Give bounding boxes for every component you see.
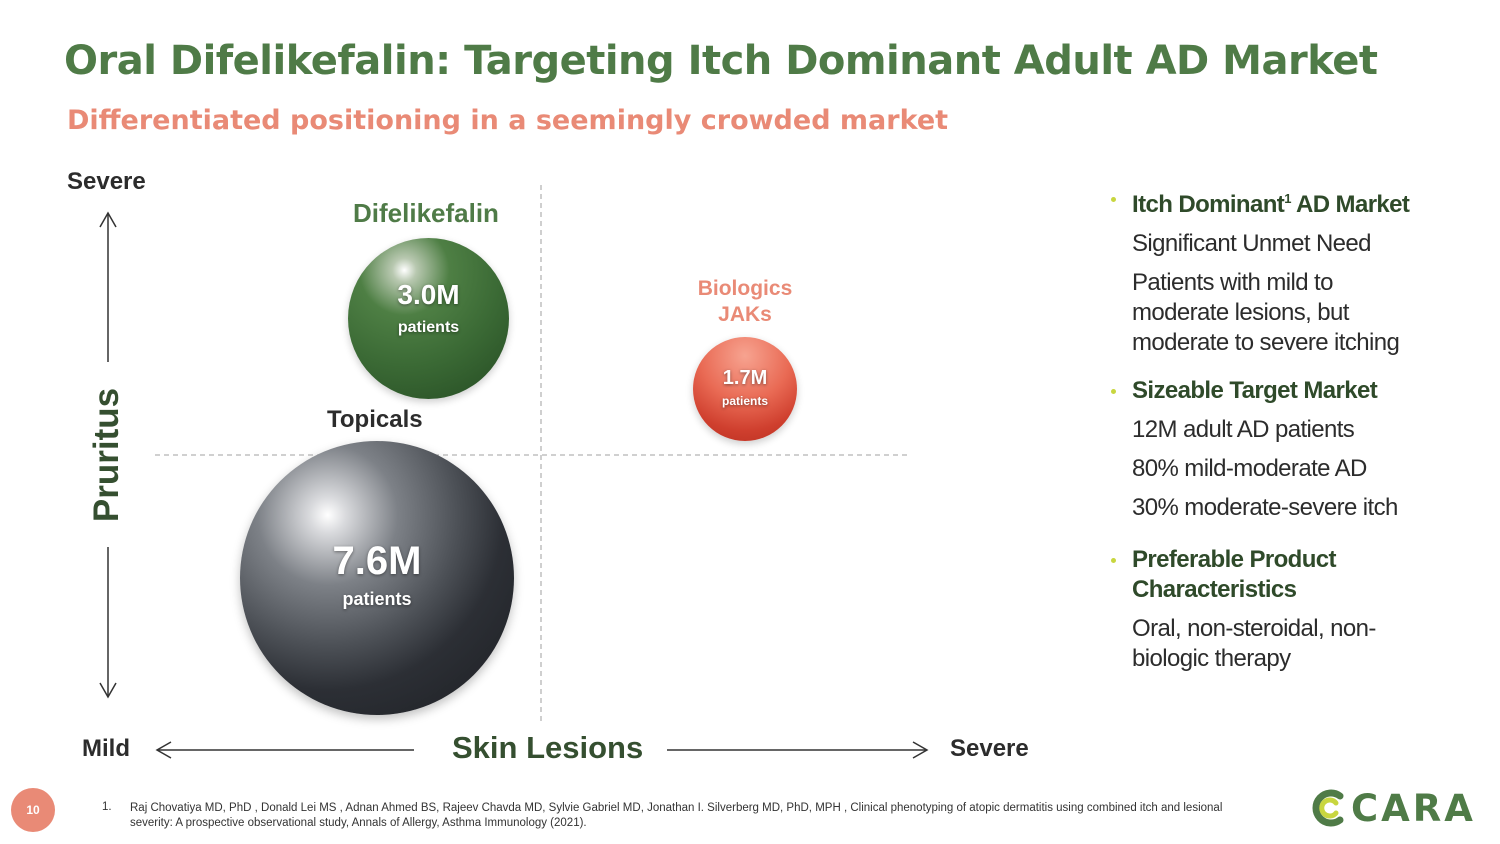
- bullet-itch-dominant: Itch Dominant1 AD Market Significant Unm…: [1108, 184, 1428, 358]
- topicals-bubble: 7.6M patients: [240, 441, 514, 715]
- key-points-list: Itch Dominant1 AD Market Significant Unm…: [1108, 184, 1428, 686]
- x-axis-label: Skin Lesions: [452, 730, 644, 765]
- y-axis-top-label: Severe: [67, 168, 146, 195]
- page-subtitle: Differentiated positioning in a seemingl…: [67, 105, 949, 136]
- x-axis-right-label: Severe: [950, 735, 1029, 762]
- cara-logo-text: CARA: [1351, 787, 1476, 830]
- difelikefalin-patient-count: 3.0M: [397, 278, 460, 310]
- bullet-heading: Sizeable Target Market: [1132, 377, 1378, 404]
- biologics-jaks-bubble: 1.7M patients: [693, 337, 797, 441]
- footnote-text: Raj Chovatiya MD, PhD , Donald Lei MS , …: [130, 802, 1223, 829]
- biologics-jaks-patient-count: 1.7M: [722, 367, 768, 389]
- difelikefalin-patient-unit: patients: [397, 318, 460, 336]
- topicals-bubble-title: Topicals: [327, 406, 423, 433]
- topicals-patient-unit: patients: [342, 588, 412, 609]
- bullet-line: 30% moderate-severe itch: [1132, 494, 1398, 521]
- bullet-heading: Preferable Product Characteristics: [1132, 546, 1337, 603]
- bullet-dot-icon: [1111, 389, 1116, 394]
- biologics-jaks-patient-unit: patients: [721, 394, 768, 408]
- footnote-number: 1.: [102, 801, 112, 813]
- bullet-line: Significant Unmet Need: [1132, 230, 1372, 257]
- difelikefalin-bubble-title: Difelikefalin: [353, 198, 499, 228]
- y-axis-label: Pruritus: [87, 387, 126, 523]
- biologics-jaks-bubble-title: Biologics JAKs: [697, 277, 793, 326]
- bullet-product-characteristics: Preferable Product Characteristics Oral,…: [1108, 545, 1428, 674]
- bullet-heading: Itch Dominant1 AD Market: [1132, 191, 1410, 218]
- bullet-line: 80% mild-moderate AD: [1132, 455, 1367, 482]
- cara-logo: CARA: [1306, 786, 1482, 830]
- bullet-line: 12M adult AD patients: [1132, 416, 1355, 443]
- bullet-dot-icon: [1111, 197, 1116, 202]
- page-title: Oral Difelikefalin: Targeting Itch Domin…: [64, 38, 1378, 84]
- y-axis-arrow: [99, 211, 117, 699]
- cara-logo-icon: [1312, 789, 1344, 827]
- x-axis-left-label: Mild: [82, 735, 130, 762]
- difelikefalin-bubble: 3.0M patients: [348, 238, 509, 399]
- bullet-sizeable-market: Sizeable Target Market 12M adult AD pati…: [1108, 376, 1428, 523]
- footnote-marker: 1: [1284, 191, 1291, 206]
- topicals-patient-count: 7.6M: [332, 538, 422, 583]
- page-number-badge: 10: [11, 788, 55, 832]
- bullet-line: Oral, non-steroidal, non-biologic therap…: [1132, 615, 1376, 672]
- bullet-dot-icon: [1111, 558, 1116, 563]
- x-axis-arrow: [155, 741, 929, 759]
- bullet-line: Patients with mild to moderate lesions, …: [1132, 269, 1400, 356]
